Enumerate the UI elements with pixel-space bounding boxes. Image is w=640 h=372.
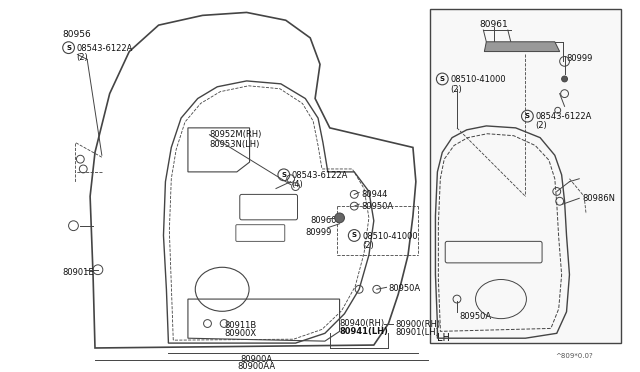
Text: 80999: 80999 bbox=[566, 55, 593, 64]
Text: (4): (4) bbox=[292, 180, 303, 189]
Text: 08510-41000: 08510-41000 bbox=[362, 231, 418, 241]
Text: 08543-6122A: 08543-6122A bbox=[292, 171, 348, 180]
Text: (2): (2) bbox=[362, 241, 374, 250]
Text: (2): (2) bbox=[450, 85, 462, 94]
Text: 80941(LH): 80941(LH) bbox=[340, 327, 388, 336]
Text: 80986N: 80986N bbox=[582, 195, 615, 203]
Text: 80901E: 80901E bbox=[63, 268, 94, 277]
Text: S: S bbox=[525, 113, 530, 119]
Text: 80953N(LH): 80953N(LH) bbox=[209, 140, 260, 148]
Text: 08543-6122A: 08543-6122A bbox=[76, 44, 132, 53]
Text: 80944: 80944 bbox=[361, 189, 387, 199]
Text: 80999: 80999 bbox=[305, 228, 332, 237]
Text: ^809*0.0?: ^809*0.0? bbox=[555, 353, 593, 359]
Polygon shape bbox=[484, 42, 559, 52]
Text: 80900(RH): 80900(RH) bbox=[396, 320, 440, 328]
Text: S: S bbox=[282, 172, 286, 178]
Text: 08510-41000: 08510-41000 bbox=[450, 75, 506, 84]
Text: 80901(LH): 80901(LH) bbox=[396, 328, 439, 337]
Text: 08543-6122A: 08543-6122A bbox=[535, 112, 591, 121]
Text: 80900X: 80900X bbox=[224, 329, 256, 339]
Text: 80950A: 80950A bbox=[388, 285, 420, 294]
Text: 80950A: 80950A bbox=[361, 202, 393, 211]
Text: 80940(RH): 80940(RH) bbox=[340, 319, 385, 328]
Text: 80911B: 80911B bbox=[224, 321, 257, 330]
Circle shape bbox=[562, 76, 568, 82]
Text: 80900A: 80900A bbox=[241, 355, 273, 364]
Text: (2): (2) bbox=[535, 121, 547, 130]
FancyBboxPatch shape bbox=[429, 9, 621, 343]
Text: S: S bbox=[66, 45, 71, 51]
Text: 80960: 80960 bbox=[310, 216, 337, 225]
Text: 80956: 80956 bbox=[63, 30, 92, 39]
Text: S: S bbox=[440, 76, 445, 82]
Text: 80961: 80961 bbox=[480, 20, 509, 29]
Circle shape bbox=[335, 213, 344, 223]
Text: (2): (2) bbox=[76, 52, 88, 61]
Text: 80900AA: 80900AA bbox=[237, 362, 275, 371]
Text: 80952M(RH): 80952M(RH) bbox=[209, 130, 262, 139]
Text: S: S bbox=[352, 232, 356, 238]
Text: 80950A: 80950A bbox=[459, 312, 491, 321]
Text: LH: LH bbox=[437, 333, 451, 343]
